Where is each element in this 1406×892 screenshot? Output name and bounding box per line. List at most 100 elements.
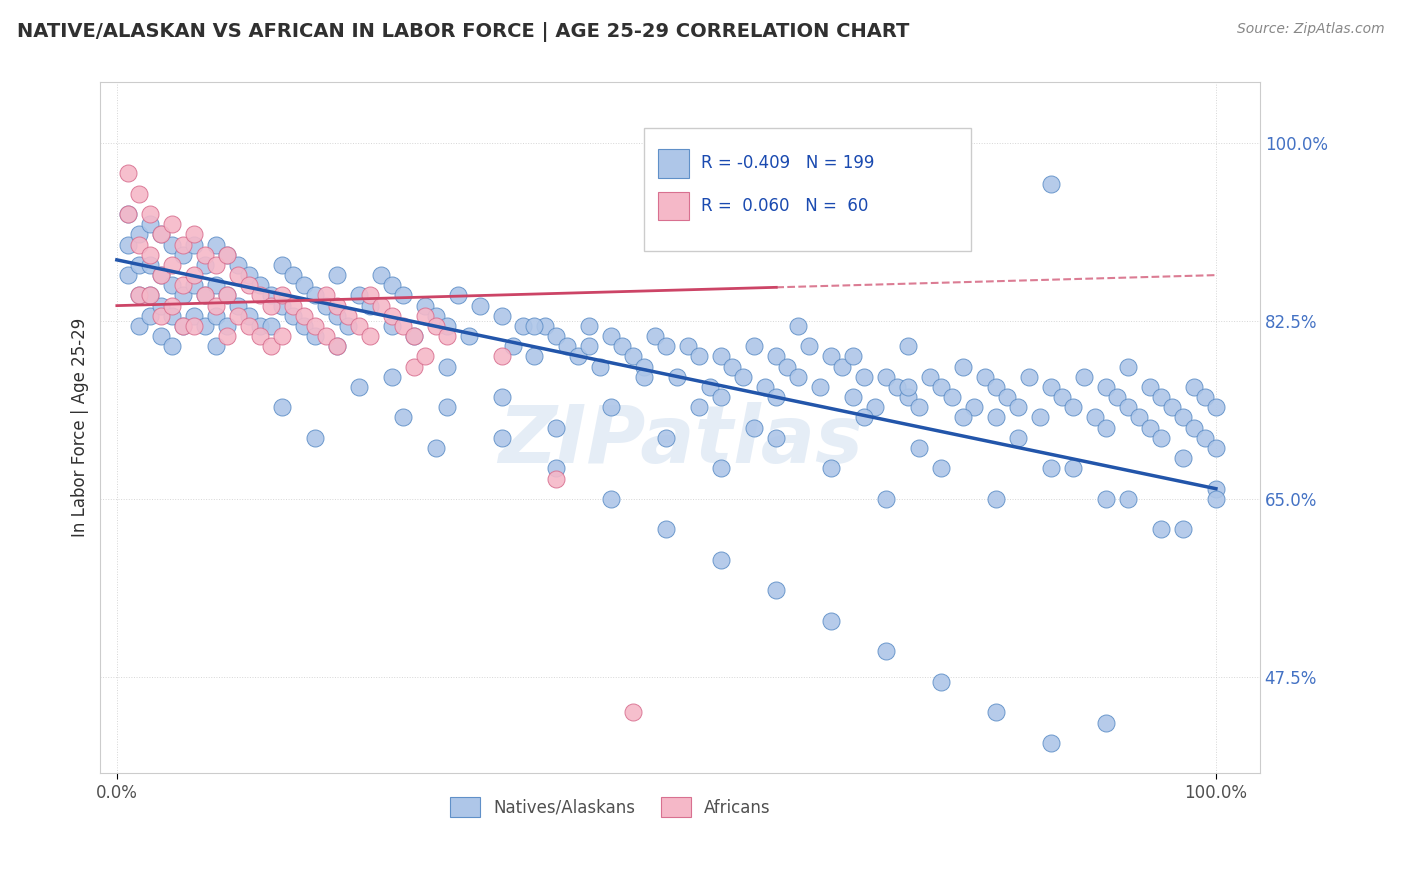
Point [984,410,1007,425]
Point [204,258,226,272]
Point [699,380,721,394]
Point [1194,390,1216,404]
Point [742,339,765,353]
Point [1161,401,1184,415]
Point [128,288,150,302]
Text: ZIPatlas: ZIPatlas [498,402,863,481]
Point [799,339,821,353]
Point [1040,177,1063,191]
Point [546,329,568,343]
Point [172,318,194,333]
Point [1040,736,1063,750]
Point [281,268,304,282]
Text: R =  0.060   N =  60: R = 0.060 N = 60 [700,197,868,215]
Point [117,207,139,221]
Point [1095,380,1118,394]
Point [281,299,304,313]
Point [600,491,623,506]
Point [557,339,579,353]
Point [325,299,347,313]
Point [1062,401,1084,415]
Point [128,237,150,252]
Point [644,329,666,343]
Point [963,401,986,415]
Point [292,278,315,293]
Point [402,329,425,343]
Point [765,350,787,364]
Point [974,369,997,384]
Point [128,288,150,302]
Point [183,309,205,323]
Point [292,309,315,323]
Point [139,258,162,272]
Point [1095,420,1118,434]
Point [425,309,447,323]
Point [204,278,226,293]
Point [1050,390,1073,404]
Point [270,401,292,415]
Point [733,369,755,384]
Point [710,461,733,475]
Point [534,318,557,333]
Point [139,288,162,302]
Point [160,217,183,231]
Point [984,491,1007,506]
Point [1128,410,1150,425]
Point [172,318,194,333]
Point [260,288,283,302]
Point [215,288,238,302]
Point [897,380,920,394]
Point [315,299,337,313]
Point [260,339,283,353]
Point [1171,522,1194,536]
Point [238,318,260,333]
Point [710,390,733,404]
Point [172,288,194,302]
Point [359,329,381,343]
Point [984,380,1007,394]
Point [413,299,436,313]
Point [1205,401,1227,415]
Point [425,318,447,333]
Point [336,318,359,333]
Point [149,309,172,323]
Point [183,227,205,242]
Point [742,420,765,434]
Point [160,237,183,252]
Point [1116,401,1139,415]
Point [204,237,226,252]
Point [589,359,612,374]
Point [160,258,183,272]
Point [160,278,183,293]
Point [117,207,139,221]
Point [831,359,853,374]
Point [787,318,810,333]
Point [600,401,623,415]
Point [292,318,315,333]
Point [391,410,413,425]
Point [546,461,568,475]
Point [270,258,292,272]
Point [920,369,942,384]
Point [215,329,238,343]
Point [183,237,205,252]
Point [1007,401,1029,415]
Point [128,318,150,333]
Point [172,278,194,293]
Point [325,309,347,323]
Point [436,318,458,333]
Point [117,237,139,252]
Point [204,339,226,353]
Point [391,318,413,333]
Point [304,329,326,343]
Text: R = -0.409   N = 199: R = -0.409 N = 199 [700,154,875,172]
Point [567,350,589,364]
Point [765,431,787,445]
Point [754,380,776,394]
Text: Source: ZipAtlas.com: Source: ZipAtlas.com [1237,22,1385,37]
Point [139,217,162,231]
Point [908,401,931,415]
Point [149,268,172,282]
Point [621,706,644,720]
Point [359,299,381,313]
